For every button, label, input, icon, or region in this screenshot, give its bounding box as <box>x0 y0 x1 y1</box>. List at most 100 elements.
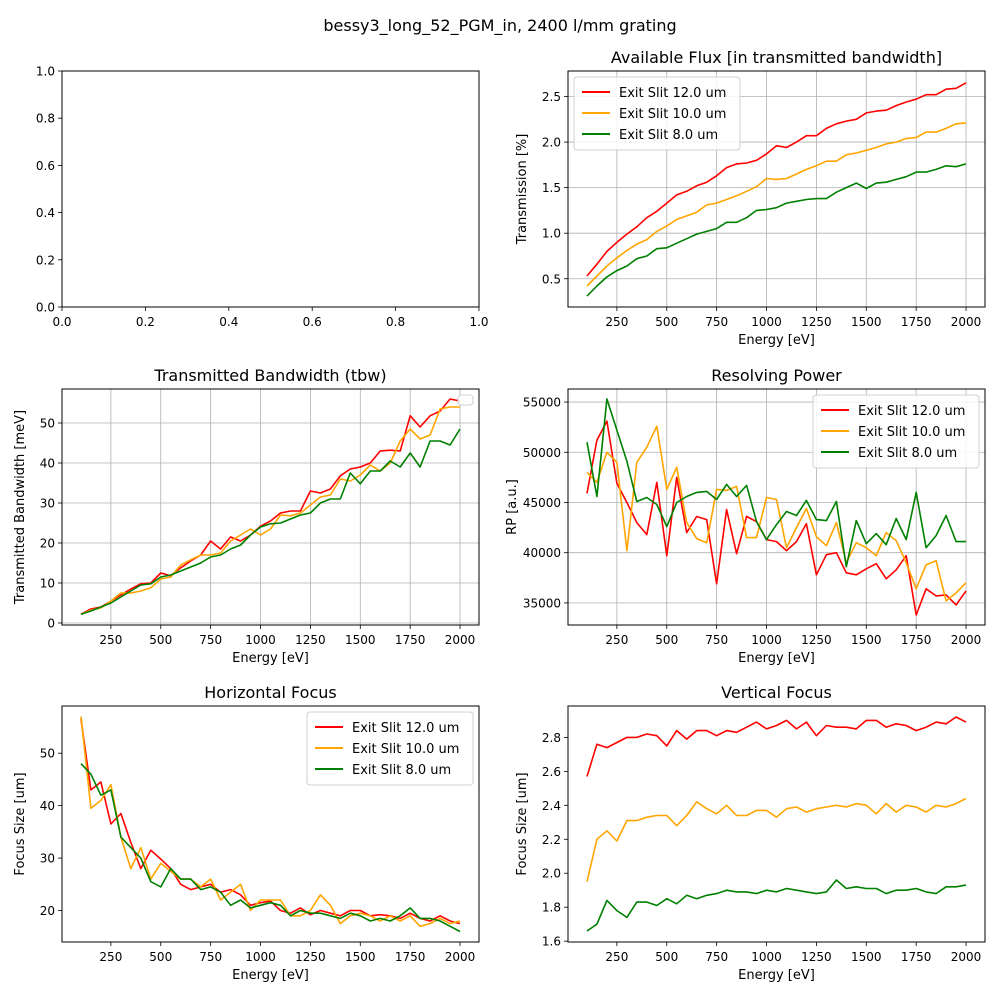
axes-title: Transmitted Bandwidth (tbw) <box>153 366 386 385</box>
x-tick-label: 1000 <box>751 315 782 329</box>
legend <box>457 394 474 406</box>
x-tick-label: 500 <box>655 633 678 647</box>
legend-label: Exit Slit 8.0 um <box>619 128 718 143</box>
x-axis-label: Energy [eV] <box>232 968 309 983</box>
y-tick-label: 0.5 <box>542 272 561 286</box>
y-tick-label: 35000 <box>523 596 561 610</box>
y-tick-label: 55000 <box>523 396 561 410</box>
x-axis-label: Energy [eV] <box>232 651 309 666</box>
y-tick-label: 2.0 <box>542 136 561 150</box>
x-tick-label: 2000 <box>445 950 476 964</box>
x-tick-label: 2000 <box>951 950 982 964</box>
x-tick-label: 1500 <box>851 950 882 964</box>
legend-label: Exit Slit 12.0 um <box>619 86 726 101</box>
series-line-slit10 <box>80 406 460 615</box>
figure-title: bessy3_long_52_PGM_in, 2400 l/mm grating <box>323 16 677 35</box>
axes-title: Resolving Power <box>711 366 842 385</box>
y-axis-label: RP [a.u.] <box>505 479 520 535</box>
x-tick-label: 1250 <box>801 315 832 329</box>
x-tick-label: 2000 <box>951 315 982 329</box>
x-tick-label: 750 <box>705 315 728 329</box>
series-line-slit10 <box>80 716 461 928</box>
x-axis-label: Energy [eV] <box>738 968 815 983</box>
series-line-slit12 <box>80 398 461 615</box>
y-tick-label: 2.0 <box>542 867 561 881</box>
y-tick-label: 2.4 <box>542 799 561 813</box>
legend-label: Exit Slit 8.0 um <box>352 763 451 778</box>
series-line-slit10 <box>586 797 967 882</box>
y-tick-label: 40 <box>40 799 55 813</box>
legend-label: Exit Slit 10.0 um <box>858 425 965 440</box>
y-tick-label: 0 <box>47 617 55 631</box>
x-tick-label: 1000 <box>751 950 782 964</box>
y-tick-label: 10 <box>40 577 55 591</box>
chart-hfocus: 250 500 750 1000 1250 1500 1750 2000 20 30 40 50 Hor… <box>13 683 480 983</box>
series-line-slit8 <box>586 398 966 568</box>
series-line-slit8 <box>586 879 967 932</box>
axes-title: Vertical Focus <box>721 683 832 702</box>
series-line-slit12 <box>586 716 967 777</box>
chart-rp: 250 500 750 1000 1250 1500 1750 2000 35000 40000 4… <box>505 366 986 666</box>
legend: Exit Slit 12.0 um Exit Slit 10.0 um Exit S… <box>573 76 741 151</box>
x-tick-label: 0.2 <box>136 315 155 329</box>
x-tick-label: 1750 <box>395 950 426 964</box>
y-tick-label: 50000 <box>523 446 561 460</box>
x-tick-label: 2000 <box>445 633 476 647</box>
chart-vfocus: 250 500 750 1000 1250 1500 1750 2000 1.6 1.8 2.0 2.… <box>515 683 986 983</box>
x-tick-label: 500 <box>655 950 678 964</box>
x-tick-label: 500 <box>149 950 172 964</box>
y-tick-label: 1.0 <box>36 65 55 79</box>
x-tick-label: 750 <box>705 950 728 964</box>
x-tick-label: 1000 <box>245 633 276 647</box>
x-tick-label: 1500 <box>851 315 882 329</box>
legend-label: Exit Slit 10.0 um <box>619 107 726 122</box>
y-tick-label: 50 <box>40 747 55 761</box>
chart-flux: 250 500 750 1000 1250 1500 1750 2000 0.5 1.0 1.5 2.… <box>515 48 986 348</box>
y-tick-label: 0.8 <box>36 112 55 126</box>
y-tick-label: 1.5 <box>542 181 561 195</box>
x-tick-label: 250 <box>99 950 122 964</box>
legend-label: Exit Slit 8.0 um <box>858 446 957 461</box>
axes-frame <box>567 705 986 943</box>
series-line-slit10 <box>586 122 967 287</box>
x-tick-label: 1500 <box>345 633 376 647</box>
x-tick-label: 1750 <box>395 633 426 647</box>
x-axis-label: Energy [eV] <box>738 333 815 348</box>
x-tick-label: 500 <box>149 633 172 647</box>
y-tick-label: 0.0 <box>36 301 55 315</box>
x-tick-label: 250 <box>605 633 628 647</box>
y-tick-label: 0.6 <box>36 159 55 173</box>
x-tick-label: 1750 <box>901 950 932 964</box>
x-tick-label: 1250 <box>295 633 326 647</box>
x-tick-label: 2000 <box>951 633 982 647</box>
x-tick-label: 0.4 <box>219 315 238 329</box>
y-axis-label: Focus Size [um] <box>515 772 530 875</box>
x-tick-label: 250 <box>605 315 628 329</box>
y-tick-label: 30 <box>40 852 55 866</box>
chart-empty: 0.0 0.2 0.4 0.6 0.8 1.0 0.0 0.2 0.4 0.6 0.8 1.0 <box>36 65 489 330</box>
x-tick-label: 1750 <box>901 633 932 647</box>
series-line-slit10 <box>586 425 967 602</box>
y-tick-label: 1.6 <box>542 935 561 949</box>
x-tick-label: 1250 <box>295 950 326 964</box>
y-tick-label: 20 <box>40 537 55 551</box>
x-tick-label: 1750 <box>901 315 932 329</box>
x-tick-label: 750 <box>705 633 728 647</box>
series-line-slit8 <box>586 163 967 297</box>
y-tick-label: 0.2 <box>36 253 55 267</box>
y-tick-label: 50 <box>40 417 55 431</box>
x-tick-label: 500 <box>655 315 678 329</box>
x-tick-label: 750 <box>199 633 222 647</box>
y-axis-label: Focus Size [um] <box>13 772 28 875</box>
legend-frame <box>306 711 474 786</box>
y-tick-label: 2.6 <box>542 765 561 779</box>
legend-label: Exit Slit 10.0 um <box>352 742 459 757</box>
y-tick-label: 20 <box>40 904 55 918</box>
y-tick-label: 1.8 <box>542 901 561 915</box>
series-line-slit12 <box>586 420 967 616</box>
legend-label: Exit Slit 12.0 um <box>352 721 459 736</box>
x-tick-label: 1000 <box>751 633 782 647</box>
x-tick-label: 250 <box>605 950 628 964</box>
series-line-slit12 <box>586 82 967 277</box>
